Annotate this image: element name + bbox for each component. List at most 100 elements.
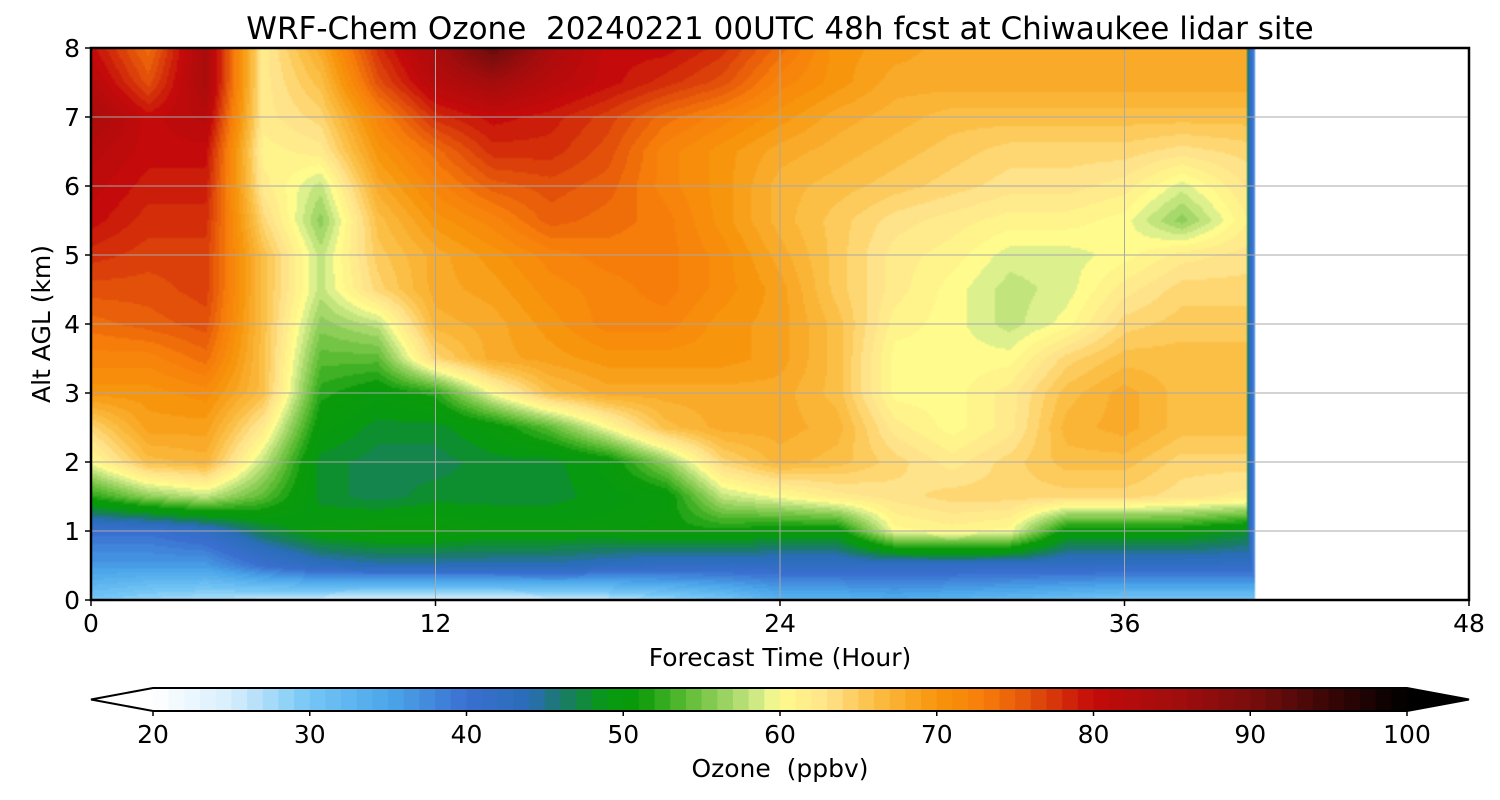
colorbar-segment bbox=[827, 688, 844, 711]
colorbar-segment bbox=[1077, 688, 1095, 711]
colorbar-min-extension bbox=[91, 688, 153, 711]
grid-lines bbox=[91, 48, 1469, 600]
colorbar-segment bbox=[811, 688, 828, 711]
colorbar-segment bbox=[858, 688, 875, 711]
colorbar-segment bbox=[1156, 688, 1173, 711]
colorbar-segment bbox=[889, 688, 906, 711]
colorbar-segment bbox=[294, 688, 311, 711]
colorbar-segment bbox=[1344, 688, 1361, 711]
colorbar-label: Ozone (ppbv) bbox=[691, 754, 868, 783]
colorbar-tick-label: 50 bbox=[607, 720, 639, 749]
colorbar-segment bbox=[1375, 688, 1392, 711]
colorbar-segment bbox=[685, 688, 703, 711]
colorbar-segment bbox=[1062, 688, 1079, 711]
x-tick-label: 12 bbox=[420, 609, 452, 638]
colorbar-segment bbox=[153, 688, 170, 711]
colorbar-segment bbox=[748, 688, 765, 711]
colorbar-segment bbox=[341, 688, 358, 711]
colorbar-segment bbox=[1297, 688, 1314, 711]
colorbar-segment bbox=[952, 688, 969, 711]
colorbar-segment bbox=[764, 688, 781, 711]
colorbar-segment bbox=[200, 688, 217, 711]
colorbar-segment bbox=[262, 688, 279, 711]
y-tick-label: 3 bbox=[64, 379, 80, 408]
y-tick-label: 1 bbox=[64, 517, 80, 546]
colorbar-segment bbox=[388, 688, 405, 711]
colorbar-segment bbox=[1250, 688, 1267, 711]
colorbar-segment bbox=[231, 688, 248, 711]
colorbar-segment bbox=[717, 688, 734, 711]
y-tick-label: 2 bbox=[64, 448, 80, 477]
colorbar-tick-label: 70 bbox=[921, 720, 953, 749]
colorbar-tick-label: 60 bbox=[764, 720, 796, 749]
colorbar-segment bbox=[654, 688, 671, 711]
colorbar-segment bbox=[497, 688, 515, 711]
colorbar-segment bbox=[513, 688, 530, 711]
colorbar-segment bbox=[1171, 688, 1189, 711]
colorbar-segment bbox=[842, 688, 859, 711]
colorbar-segment bbox=[466, 688, 483, 711]
colorbar-segment bbox=[372, 688, 389, 711]
colorbar-tick-label: 100 bbox=[1383, 720, 1431, 749]
x-tick-label: 0 bbox=[83, 609, 99, 638]
colorbar-segment bbox=[623, 688, 640, 711]
colorbar-segment bbox=[1046, 688, 1063, 711]
colorbar-segment bbox=[1265, 688, 1283, 711]
colorbar-segment bbox=[1187, 688, 1204, 711]
colorbar-tick-label: 90 bbox=[1234, 720, 1266, 749]
colorbar-segment bbox=[529, 688, 546, 711]
colorbar-segment bbox=[1359, 688, 1377, 711]
colorbar-segment bbox=[795, 688, 812, 711]
colorbar-segment bbox=[701, 688, 718, 711]
colorbar-segment bbox=[356, 688, 374, 711]
colorbar-segment bbox=[983, 688, 1001, 711]
x-tick-label: 48 bbox=[1453, 609, 1485, 638]
colorbar-segment bbox=[1281, 688, 1298, 711]
colorbar-segment bbox=[591, 688, 609, 711]
colorbar-tick-label: 20 bbox=[137, 720, 169, 749]
colorbar-segment bbox=[168, 688, 185, 711]
y-tick-label: 0 bbox=[64, 586, 80, 615]
y-tick-label: 7 bbox=[64, 103, 80, 132]
colorbar-segment bbox=[576, 688, 593, 711]
colorbar-segment bbox=[670, 688, 687, 711]
colorbar-segment bbox=[905, 688, 922, 711]
colorbar-segment bbox=[1234, 688, 1251, 711]
colorbar-segment bbox=[732, 688, 750, 711]
colorbar-segment bbox=[403, 688, 421, 711]
colorbar-segment bbox=[1140, 688, 1157, 711]
colorbar-tick-label: 30 bbox=[294, 720, 326, 749]
x-tick-label: 24 bbox=[764, 609, 796, 638]
chart-title: WRF-Chem Ozone 20240221 00UTC 48h fcst a… bbox=[246, 11, 1313, 47]
y-tick-label: 8 bbox=[64, 34, 80, 63]
colorbar-segment bbox=[215, 688, 232, 711]
colorbar-segment bbox=[450, 688, 468, 711]
x-tick-label: 36 bbox=[1109, 609, 1141, 638]
colorbar-segment bbox=[419, 688, 436, 711]
colorbar-segment bbox=[874, 688, 891, 711]
colorbar-segment bbox=[607, 688, 624, 711]
colorbar-segment bbox=[936, 688, 954, 711]
colorbar-segment bbox=[482, 688, 499, 711]
colorbar-tick-label: 80 bbox=[1078, 720, 1110, 749]
colorbar-segment bbox=[1203, 688, 1220, 711]
colorbar-segment bbox=[184, 688, 201, 711]
colorbar-segment bbox=[1093, 688, 1110, 711]
colorbar-segment bbox=[1391, 688, 1408, 711]
colorbar-segment bbox=[638, 688, 656, 711]
colorbar-segment bbox=[921, 688, 938, 711]
colorbar-segment bbox=[1015, 688, 1032, 711]
colorbar-segment bbox=[999, 688, 1016, 711]
y-axis-label: Alt AGL (km) bbox=[27, 245, 56, 403]
colorbar-segment bbox=[1312, 688, 1330, 711]
y-axis: 0 1 2 3 4 5 6 7 8 bbox=[64, 34, 91, 615]
colorbar-segment bbox=[560, 688, 577, 711]
colorbar-segment bbox=[1328, 688, 1345, 711]
x-axis: 0 12 24 36 48 bbox=[83, 600, 1485, 638]
colorbar-segment bbox=[325, 688, 342, 711]
colorbar-segment bbox=[1124, 688, 1142, 711]
colorbar-segment bbox=[278, 688, 295, 711]
colorbar-segment bbox=[544, 688, 562, 711]
colorbar: 20 30 40 50 60 70 80 90 100 bbox=[90, 687, 1470, 749]
